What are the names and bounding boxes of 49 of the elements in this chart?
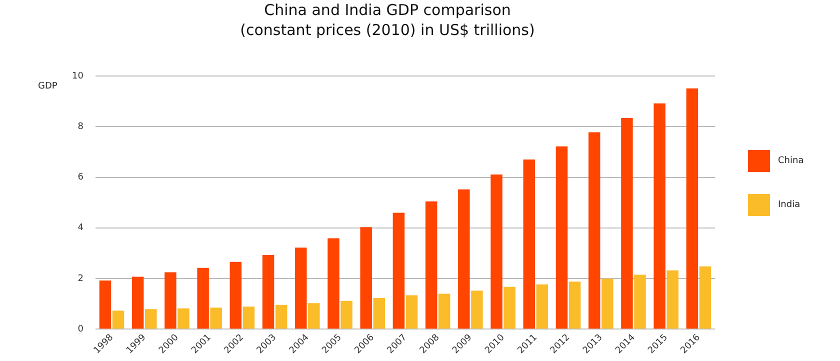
chart-subtitle: (constant prices (2010) in US$ trillions) [240, 20, 535, 39]
bar [654, 103, 666, 329]
bar [373, 298, 386, 329]
bar [132, 276, 144, 329]
chart-title: China and India GDP comparison [264, 0, 511, 19]
y-tick-label: 10 [72, 71, 84, 82]
bar [197, 268, 209, 329]
bar [504, 286, 516, 329]
bar [556, 146, 568, 329]
bar [392, 212, 405, 329]
bar [602, 278, 614, 329]
y-tick-label: 0 [78, 324, 84, 335]
bar [699, 266, 712, 329]
bar [242, 306, 255, 329]
bar [308, 303, 320, 329]
bar [471, 290, 483, 329]
bar [178, 308, 190, 329]
text: China [778, 156, 804, 166]
y-axis-title: GDP [38, 81, 58, 92]
bar [99, 280, 112, 329]
bar [425, 201, 438, 329]
bar [164, 272, 176, 329]
bar [295, 248, 307, 329]
bar [588, 132, 600, 329]
bar [230, 262, 242, 329]
bar [621, 118, 633, 329]
bar [210, 308, 222, 329]
bar [458, 189, 470, 329]
bar [262, 254, 274, 329]
bar [112, 310, 124, 329]
text: India [778, 200, 800, 210]
bar [275, 304, 288, 329]
y-tick-label: 8 [78, 122, 84, 132]
bar [145, 309, 157, 329]
bar [568, 282, 581, 329]
bar [490, 174, 502, 329]
bar [523, 160, 536, 329]
bar [438, 294, 450, 329]
bar [360, 227, 372, 329]
y-tick-label: 4 [78, 223, 84, 234]
bar [340, 300, 352, 329]
bar [634, 274, 646, 329]
bar [686, 88, 698, 329]
bar [406, 295, 418, 329]
bar [328, 238, 340, 329]
bar [536, 284, 548, 329]
bar [666, 270, 678, 329]
y-tick-label: 2 [78, 274, 84, 284]
y-tick-label: 6 [78, 172, 84, 183]
